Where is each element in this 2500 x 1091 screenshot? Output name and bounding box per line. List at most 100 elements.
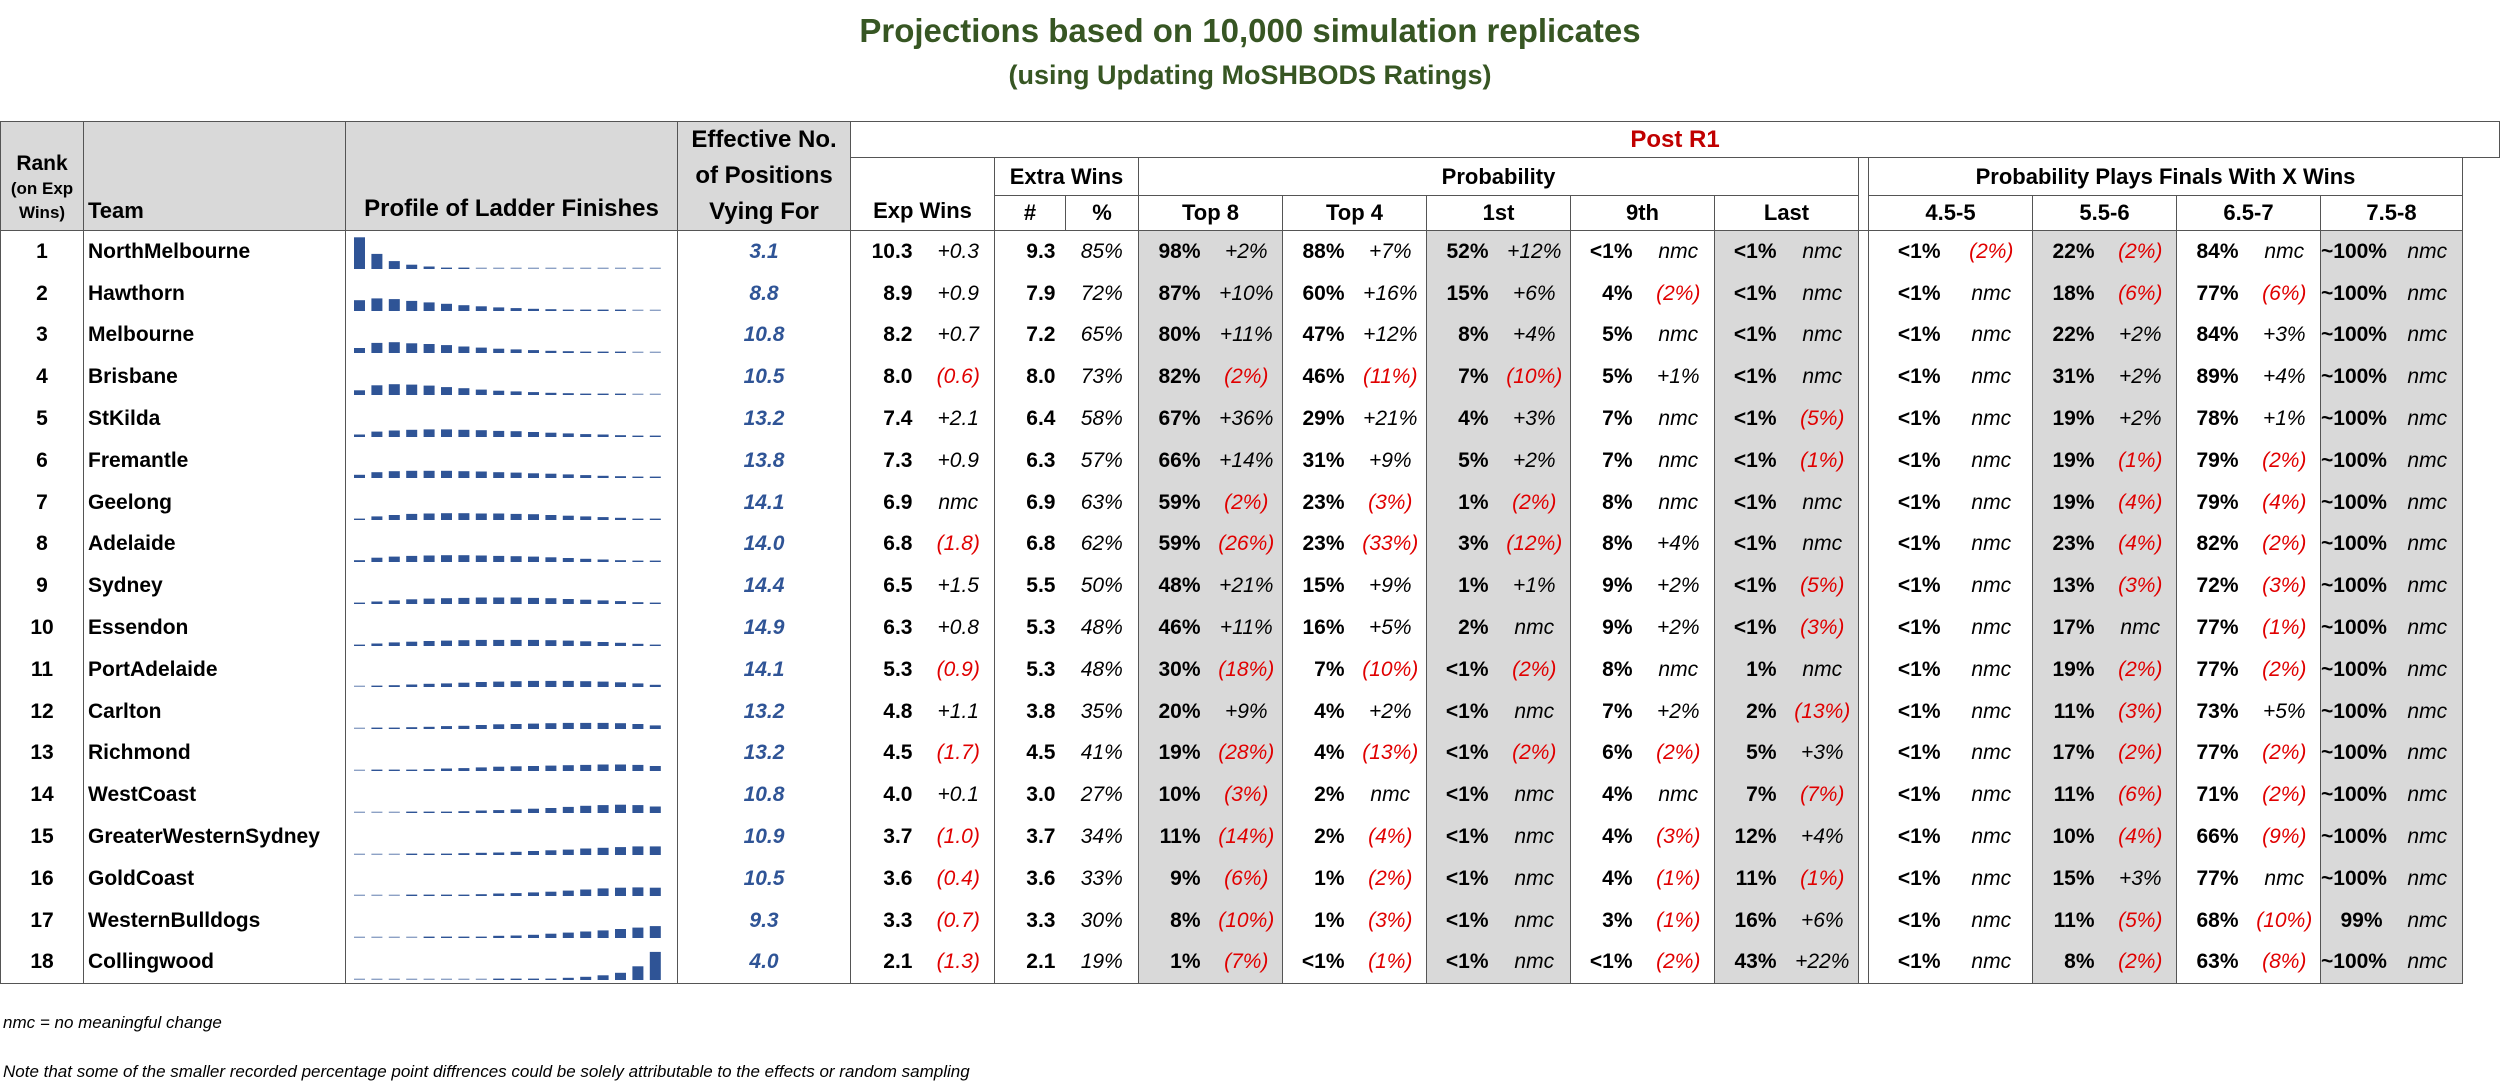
profile-cell bbox=[345, 398, 678, 440]
header-eff-line1: Effective No. bbox=[691, 126, 837, 153]
profile-bar bbox=[406, 384, 418, 395]
profile-bar bbox=[406, 727, 418, 730]
w657-delta-cell: (6%) bbox=[2248, 272, 2321, 315]
profile-bar bbox=[632, 393, 644, 395]
w657-cell: 71% bbox=[2196, 783, 2239, 807]
ninth-delta-cell: +2% bbox=[1642, 565, 1715, 608]
top4-cell: 23% bbox=[1302, 490, 1345, 514]
profile-bar bbox=[475, 597, 487, 604]
ninth-delta-cell: (1%) bbox=[1642, 899, 1715, 942]
exp-wins-delta-cell: (0.6) bbox=[922, 356, 995, 399]
profile-bar bbox=[475, 347, 487, 353]
profile-bar bbox=[354, 769, 365, 771]
profile-bar bbox=[510, 472, 522, 479]
projections-table: Rank (on Exp Wins) Team Profile of Ladder … bbox=[0, 121, 2500, 985]
top8-cell: 30% bbox=[1138, 648, 1211, 691]
profile-bar bbox=[441, 386, 452, 395]
top4-delta-cell: (1%) bbox=[1354, 941, 1427, 985]
profile-bar bbox=[528, 556, 539, 562]
profile-bar bbox=[545, 350, 557, 353]
ninth-delta-cell: (3%) bbox=[1642, 816, 1715, 858]
first-delta-cell: (10%) bbox=[1498, 356, 1571, 399]
profile-bar bbox=[632, 887, 644, 897]
profile-bar bbox=[475, 978, 487, 980]
w758-delta-cell: nmc bbox=[2392, 732, 2463, 775]
w657-delta-cell: (2%) bbox=[2248, 774, 2321, 817]
top8-delta-cell: (2%) bbox=[1210, 356, 1283, 399]
extra-wins-num-cell: 3.8 bbox=[1026, 699, 1056, 723]
exp-wins-cell: 3.7 bbox=[883, 825, 913, 849]
top4-delta-cell: nmc bbox=[1354, 774, 1427, 817]
effective-positions-cell: 3.1 bbox=[677, 230, 851, 273]
profile-bar bbox=[475, 767, 487, 771]
w657-cell: 79% bbox=[2196, 448, 2239, 472]
profile-bar bbox=[510, 639, 522, 646]
profile-bar bbox=[371, 601, 383, 604]
profile-bar bbox=[545, 392, 557, 395]
w758-delta-cell: nmc bbox=[2392, 648, 2463, 691]
gap-cell bbox=[1858, 398, 1869, 440]
top8-delta-cell: +9% bbox=[1210, 690, 1283, 733]
gap-cell bbox=[1858, 690, 1869, 733]
w657-cell: 72% bbox=[2196, 574, 2239, 598]
profile-bar bbox=[406, 684, 418, 688]
top8-delta-cell: +11% bbox=[1210, 607, 1283, 649]
ninth-delta-cell: +1% bbox=[1642, 356, 1715, 399]
last-cell: 1% bbox=[1714, 648, 1787, 691]
profile-bar bbox=[597, 600, 609, 604]
profile-bar bbox=[441, 768, 452, 771]
profile-cell bbox=[345, 356, 678, 399]
profile-cell bbox=[345, 816, 678, 858]
profile-cell bbox=[345, 648, 678, 691]
profile-bar bbox=[475, 810, 487, 813]
profile-bar bbox=[528, 892, 539, 897]
w758-delta-cell: nmc bbox=[2392, 690, 2463, 733]
profile-bar bbox=[510, 391, 522, 395]
profile-bar bbox=[510, 349, 522, 353]
extra-wins-num-cell: 6.9 bbox=[1026, 490, 1056, 514]
top4-cell: 4% bbox=[1314, 699, 1345, 723]
profile-cell bbox=[345, 565, 678, 608]
top4-cell: 2% bbox=[1314, 825, 1345, 849]
w45-cell: <1% bbox=[1897, 281, 1941, 305]
profile-bar bbox=[371, 557, 383, 562]
profile-bar bbox=[354, 978, 365, 980]
w556-delta-cell: (3%) bbox=[2104, 565, 2177, 608]
w45-cell: <1% bbox=[1897, 323, 1941, 347]
ninth-cell: 6% bbox=[1602, 741, 1633, 765]
w556-cell: 17% bbox=[2032, 607, 2105, 649]
top8-cell: 20% bbox=[1138, 690, 1211, 733]
extra-wins-pct-cell: 73% bbox=[1065, 356, 1139, 399]
extra-wins-pct-cell: 85% bbox=[1065, 230, 1139, 273]
header-exp-wins: Exp Wins bbox=[850, 157, 995, 231]
top8-cell: 48% bbox=[1138, 565, 1211, 608]
header-top8: Top 8 bbox=[1138, 195, 1283, 231]
w556-delta-cell: (2%) bbox=[2104, 230, 2177, 273]
extra-wins-pct-cell: 19% bbox=[1065, 941, 1139, 985]
top4-cell: 88% bbox=[1302, 239, 1345, 263]
profile-bar bbox=[458, 387, 470, 395]
profile-cell bbox=[345, 774, 678, 817]
exp-wins-delta-cell: (0.9) bbox=[922, 648, 995, 691]
profile-bar bbox=[649, 602, 661, 604]
gap-cell bbox=[1858, 774, 1869, 817]
profile-bar bbox=[423, 978, 435, 980]
profile-bar bbox=[580, 723, 592, 730]
profile-bar bbox=[371, 936, 383, 939]
top4-cell: 16% bbox=[1302, 616, 1345, 640]
profile-bar bbox=[510, 978, 522, 980]
profile-bar bbox=[649, 845, 661, 855]
w657-cell: 68% bbox=[2196, 908, 2239, 932]
profile-bar bbox=[597, 517, 609, 521]
top4-cell: 46% bbox=[1302, 365, 1345, 389]
profile-bar bbox=[528, 808, 539, 813]
exp-wins-delta-cell: (1.7) bbox=[922, 732, 995, 775]
w45-cell: <1% bbox=[1897, 741, 1941, 765]
profile-bar bbox=[354, 644, 365, 646]
profile-bar bbox=[441, 597, 452, 604]
team-cell: WestCoast bbox=[83, 774, 346, 817]
w556-cell: 11% bbox=[2032, 899, 2105, 942]
profile-bar bbox=[493, 724, 505, 730]
first-delta-cell: +12% bbox=[1498, 230, 1571, 273]
exp-wins-cell: 4.0 bbox=[883, 783, 913, 807]
